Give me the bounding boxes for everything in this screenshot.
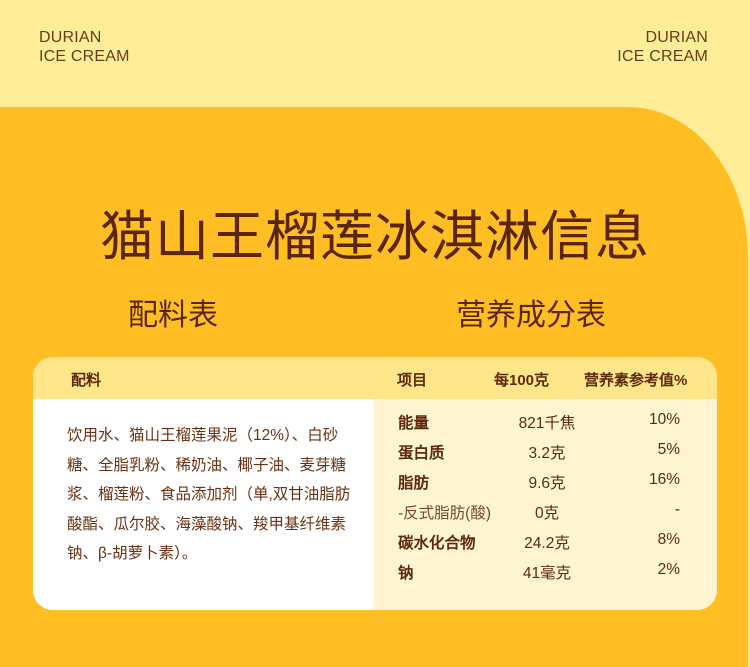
header-per100g: 每100克: [494, 372, 550, 389]
header-item: 项目: [397, 372, 428, 389]
value: 9.6克: [528, 475, 566, 492]
table-header: 配料 项目 每100克 营养素参考值%: [33, 357, 717, 399]
nrv: 8%: [657, 531, 680, 548]
ingredients-text: 饮用水、猫山王榴莲果泥（12%）、白砂糖、全脂乳粉、稀奶油、椰子油、麦芽糖浆、榴…: [67, 427, 351, 562]
nrv: 2%: [657, 561, 680, 578]
value: 3.2克: [528, 445, 566, 462]
table-row: 蛋白质 3.2克 5%: [373, 441, 717, 471]
ingredients-heading: 配料表: [128, 299, 218, 332]
nrv: 10%: [648, 411, 680, 428]
item: 碳水化合物: [398, 535, 476, 552]
item: 蛋白质: [398, 445, 445, 462]
item: -反式脂肪(酸): [398, 505, 491, 522]
value: 821千焦: [518, 415, 576, 432]
item: 钠: [398, 565, 414, 582]
brand-line1: DURIAN: [645, 29, 708, 46]
brand-label-left: DURIAN ICE CREAM: [39, 28, 130, 66]
table-row: 脂肪 9.6克 16%: [373, 471, 717, 501]
page-title: 猫山王榴莲冰淇淋信息: [100, 207, 650, 267]
value: 24.2克: [524, 535, 570, 552]
brand-line2: ICE CREAM: [617, 48, 708, 65]
value: 0克: [534, 505, 560, 522]
table-row: -反式脂肪(酸) 0克 -: [373, 501, 717, 531]
ingredients-panel: 饮用水、猫山王榴莲果泥（12%）、白砂糖、全脂乳粉、稀奶油、椰子油、麦芽糖浆、榴…: [33, 399, 373, 610]
table-row: 钠 41毫克 2%: [373, 561, 717, 591]
item: 能量: [398, 415, 430, 432]
brand-label-right: DURIAN ICE CREAM: [617, 28, 708, 66]
value: 41毫克: [522, 565, 572, 582]
nrv: 5%: [657, 441, 680, 458]
brand-line2: ICE CREAM: [39, 48, 130, 65]
nutrition-panel: 能量 821千焦 10% 蛋白质 3.2克 5% 脂肪 9.6克 16% -反式脂肪(酸) 0…: [373, 399, 717, 610]
table-row: 碳水化合物 24.2克 8%: [373, 531, 717, 561]
info-card: 配料 项目 每100克 营养素参考值% 饮用水、猫山王榴莲果泥（12%）、白砂糖…: [33, 357, 717, 610]
header-nrv: 营养素参考值%: [584, 372, 688, 389]
table-row: 能量 821千焦 10%: [373, 411, 717, 441]
header-ingredients: 配料: [71, 372, 102, 389]
item: 脂肪: [398, 475, 430, 492]
nutrition-heading: 营养成分表: [456, 299, 606, 332]
nrv: -: [674, 501, 680, 518]
brand-line1: DURIAN: [39, 29, 102, 46]
nrv: 16%: [648, 471, 680, 488]
